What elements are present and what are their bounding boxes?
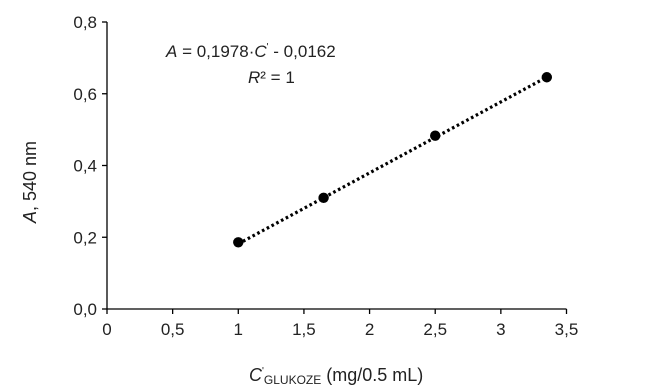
x-tick-label: 0,5 [161, 320, 185, 339]
x-axis-title: C'GLUKOZE (mg/0.5 mL) [249, 365, 423, 385]
x-ticks: 0 0,5 1 1,5 2 2,5 3 3,5 [102, 309, 578, 339]
y-tick-label: 0,0 [73, 300, 97, 319]
x-tick-label: 3,5 [555, 320, 579, 339]
x-tick-label: 2 [365, 320, 374, 339]
trendline-equation: A = 0,1978·C' - 0,0162 [165, 42, 336, 61]
data-point [541, 72, 553, 83]
y-tick-label: 0,6 [73, 85, 97, 104]
y-tick-label: 0,8 [73, 13, 97, 32]
data-point [318, 192, 329, 203]
data-point [233, 237, 244, 248]
r-squared-label: R² = 1 [248, 68, 295, 87]
trendline [237, 75, 548, 246]
y-tick-label: 0,2 [73, 228, 97, 247]
x-tick-label: 0 [102, 320, 111, 339]
y-ticks: 0,0 0,2 0,4 0,6 0,8 [73, 13, 107, 319]
y-tick-label: 0,4 [73, 157, 97, 176]
x-tick-label: 3 [496, 320, 505, 339]
x-tick-label: 1 [234, 320, 243, 339]
x-tick-label: 2,5 [423, 320, 447, 339]
data-points [233, 72, 553, 248]
y-axis-title: A, 540 nm [20, 141, 40, 224]
data-point [430, 130, 441, 141]
x-tick-label: 1,5 [292, 320, 316, 339]
